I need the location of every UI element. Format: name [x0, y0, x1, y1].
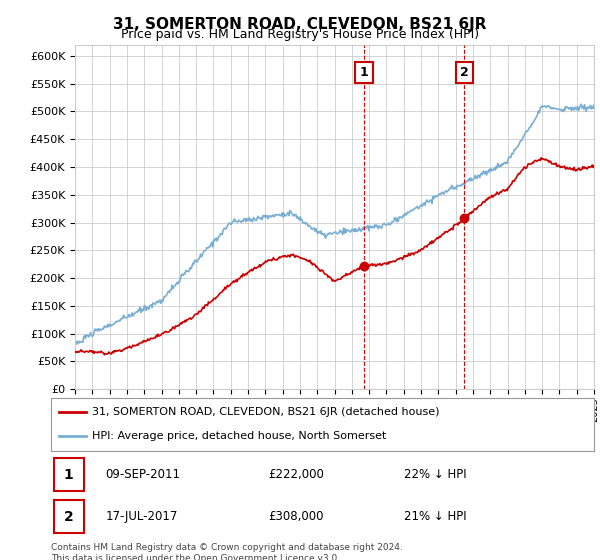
Text: 09-SEP-2011: 09-SEP-2011 [106, 468, 181, 481]
Text: 2: 2 [64, 510, 74, 524]
Text: 21% ↓ HPI: 21% ↓ HPI [404, 510, 467, 523]
Text: HPI: Average price, detached house, North Somerset: HPI: Average price, detached house, Nort… [92, 431, 386, 441]
Point [460, 213, 469, 222]
Text: 31, SOMERTON ROAD, CLEVEDON, BS21 6JR: 31, SOMERTON ROAD, CLEVEDON, BS21 6JR [113, 17, 487, 32]
Text: 1: 1 [64, 468, 74, 482]
Text: Contains HM Land Registry data © Crown copyright and database right 2024.
This d: Contains HM Land Registry data © Crown c… [51, 543, 403, 560]
Text: £222,000: £222,000 [268, 468, 324, 481]
FancyBboxPatch shape [54, 500, 83, 533]
Text: Price paid vs. HM Land Registry's House Price Index (HPI): Price paid vs. HM Land Registry's House … [121, 28, 479, 41]
Text: 2: 2 [460, 66, 469, 79]
Text: 17-JUL-2017: 17-JUL-2017 [106, 510, 178, 523]
FancyBboxPatch shape [54, 458, 83, 492]
Point [359, 262, 369, 270]
Text: £308,000: £308,000 [268, 510, 324, 523]
Text: 22% ↓ HPI: 22% ↓ HPI [404, 468, 467, 481]
Text: 1: 1 [359, 66, 368, 79]
Text: 31, SOMERTON ROAD, CLEVEDON, BS21 6JR (detached house): 31, SOMERTON ROAD, CLEVEDON, BS21 6JR (d… [92, 407, 439, 417]
